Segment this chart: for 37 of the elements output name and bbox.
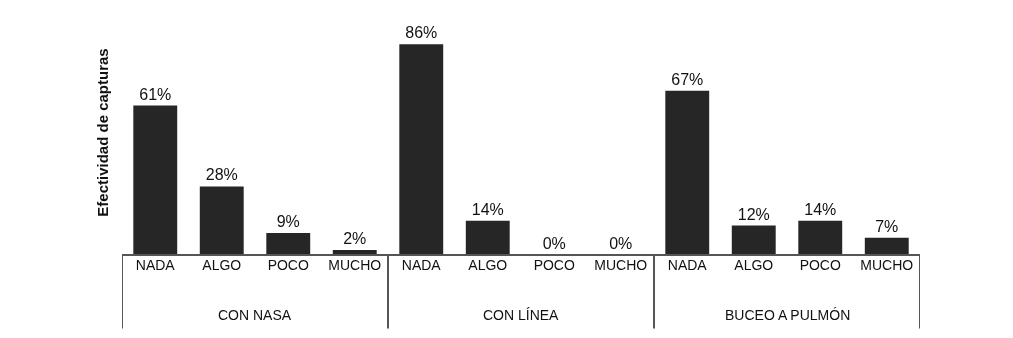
data-label: 7% — [875, 217, 899, 235]
x-tick-label: NADA — [135, 257, 176, 273]
data-label: 0% — [542, 235, 566, 252]
bar — [731, 225, 776, 255]
text: BUCEO A PULMÓN — [725, 307, 851, 323]
x-tick-label: MUCHO — [594, 257, 648, 273]
y-axis-title: Efectividad de capturas — [94, 48, 112, 217]
x-tick-label: MUCHO — [860, 257, 914, 273]
data-label: 28% — [205, 166, 238, 184]
data-label: 67% — [671, 70, 704, 88]
bar — [399, 44, 444, 255]
text: CON NASA — [218, 307, 292, 323]
text: CON LÍNEA — [483, 307, 560, 323]
x-tick-label: NADA — [401, 257, 442, 273]
x-tick-label: POCO — [267, 257, 309, 273]
data-label: 12% — [737, 205, 770, 223]
data-label: 9% — [276, 212, 300, 230]
data-label: 0% — [609, 235, 633, 252]
x-tick-label: POCO — [533, 257, 575, 273]
data-label: 86% — [405, 24, 438, 42]
data-label: 14% — [804, 200, 837, 218]
bar — [864, 237, 909, 255]
bar — [665, 90, 710, 255]
data-label: 2% — [343, 230, 367, 248]
data-label: 61% — [139, 85, 172, 103]
x-tick-label: MUCHO — [328, 257, 382, 273]
x-tick-label: POCO — [799, 257, 841, 273]
x-tick-label: ALGO — [468, 257, 508, 273]
data-label: 14% — [471, 200, 504, 218]
bar — [798, 220, 843, 255]
bar — [266, 232, 311, 255]
bar — [133, 105, 178, 255]
x-tick-label: ALGO — [734, 257, 774, 273]
x-tick-label: NADA — [667, 257, 708, 273]
bar — [199, 186, 244, 255]
x-tick-label: ALGO — [202, 257, 242, 273]
bar — [465, 220, 510, 255]
